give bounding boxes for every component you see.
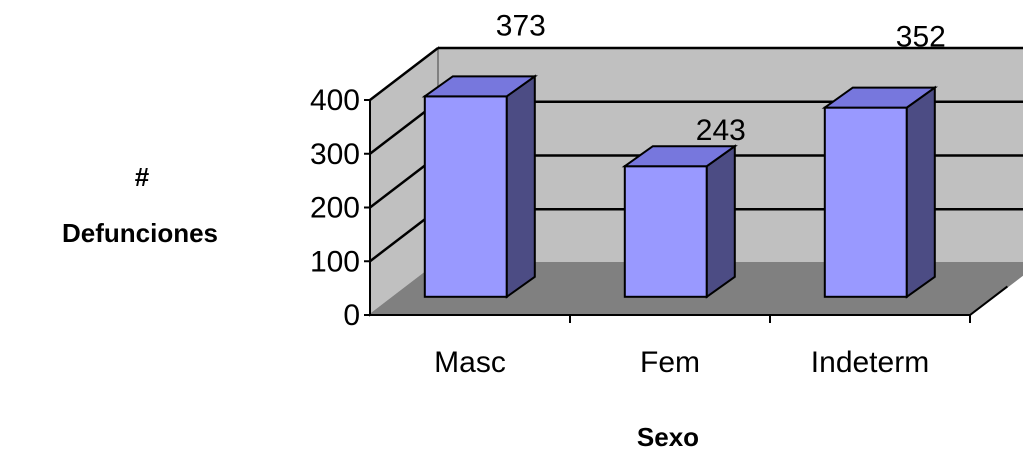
y-tick-label: 300 — [310, 138, 360, 171]
x-category-labels: Masc Fem Indeterm — [434, 346, 929, 379]
data-label: 243 — [696, 114, 746, 147]
data-labels: 373 243 352 — [496, 9, 946, 147]
y-tick-labels: 0 100 200 300 400 — [310, 84, 360, 332]
data-label: 373 — [496, 9, 546, 42]
bar-front — [423, 95, 508, 298]
y-tick-label: 100 — [310, 245, 360, 278]
y-tick-label: 0 — [343, 299, 360, 332]
bar-top — [821, 86, 938, 109]
bars — [421, 74, 938, 299]
y-axis-title-line2: Defunciones — [62, 218, 218, 248]
bar-top — [421, 75, 538, 98]
x-axis-depth-line — [969, 285, 1009, 316]
data-label: 352 — [896, 21, 946, 54]
y-axis-title-line1: # — [135, 162, 150, 192]
x-category-label: Fem — [640, 346, 700, 379]
x-axis-title: Sexo — [637, 422, 699, 452]
bar-front — [823, 106, 908, 298]
bar-front — [623, 165, 708, 298]
y-tick-label: 200 — [310, 192, 360, 225]
x-category-label: Masc — [434, 346, 506, 379]
bar-side — [705, 144, 736, 299]
x-category-label: Indeterm — [811, 346, 929, 379]
axes — [364, 99, 1009, 323]
bar-side — [505, 74, 536, 299]
bar-side — [905, 85, 936, 299]
gridline-side — [369, 47, 439, 101]
bar-top — [621, 145, 738, 168]
y-tick-label: 400 — [310, 84, 360, 117]
